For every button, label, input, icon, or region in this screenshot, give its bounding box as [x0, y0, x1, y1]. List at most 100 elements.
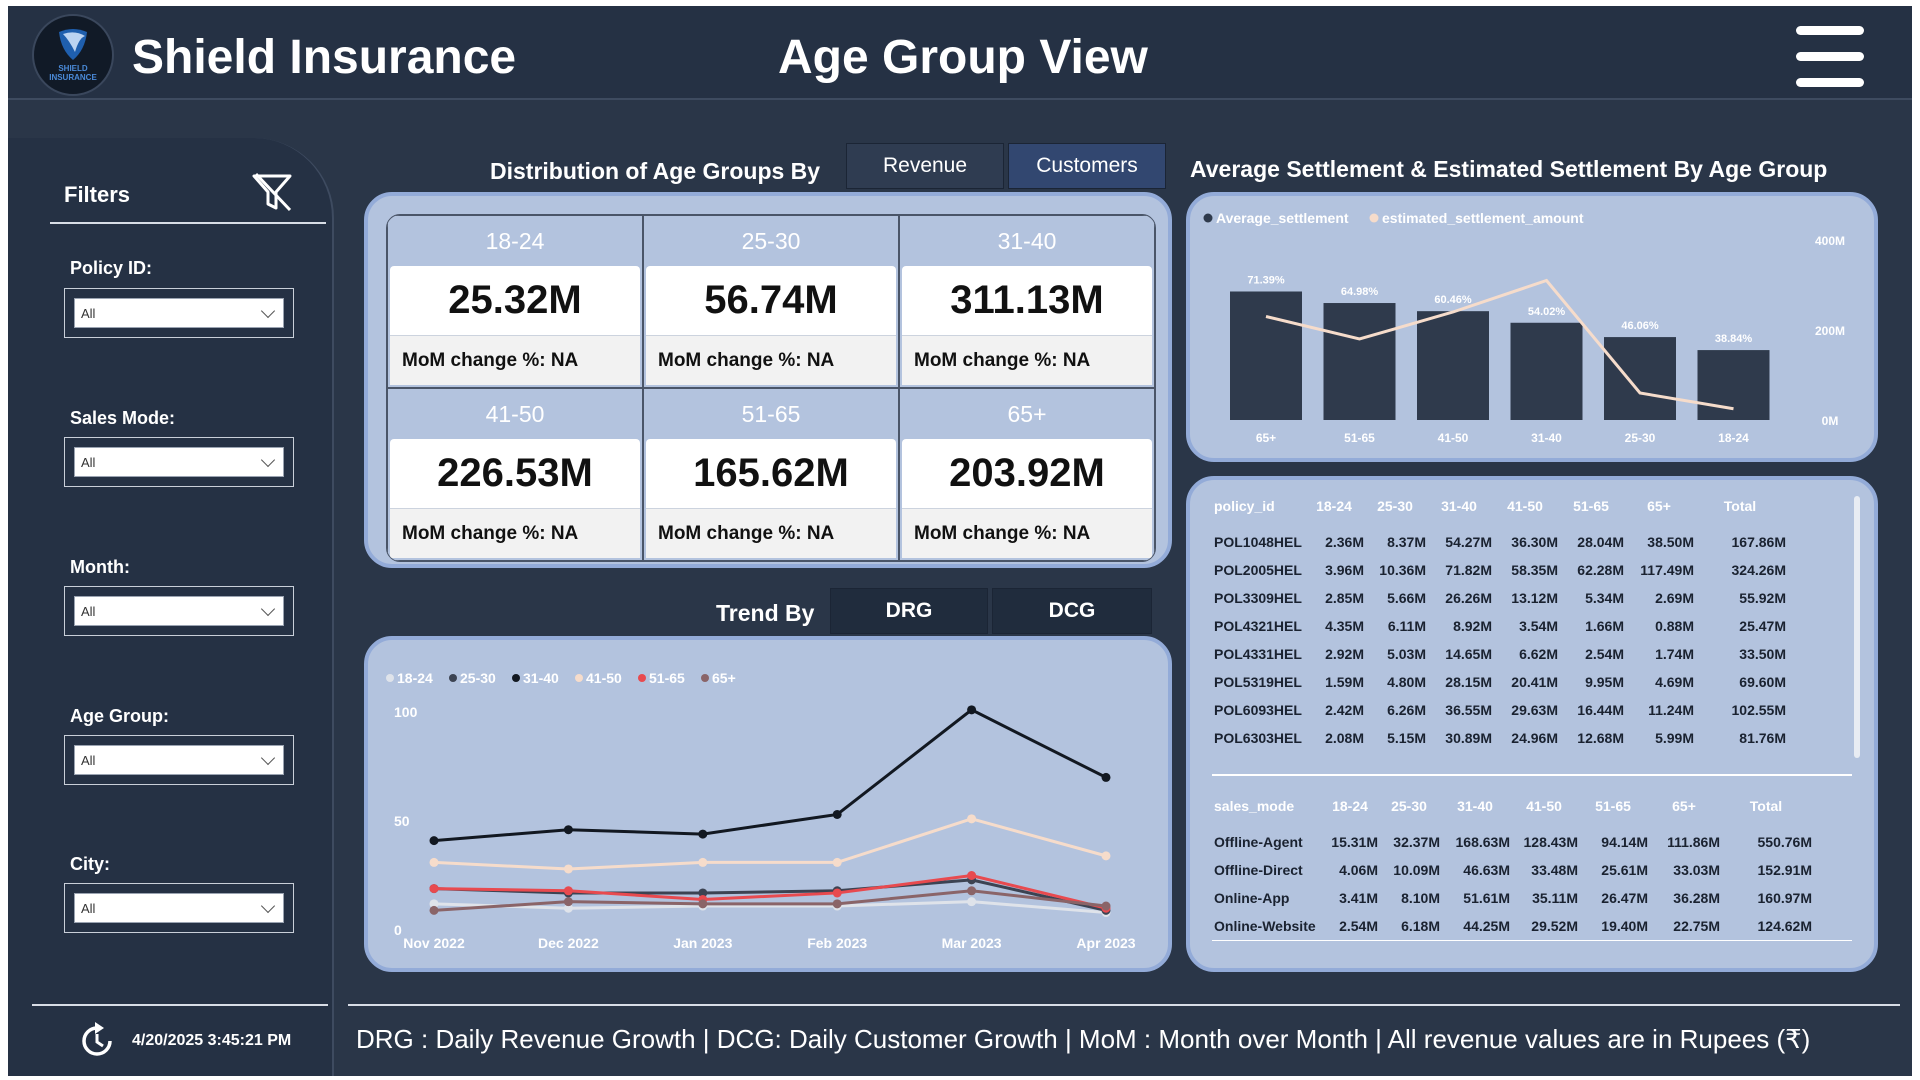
filter-label-age-group: Age Group:: [70, 706, 169, 726]
bar: [1230, 291, 1302, 420]
column-header[interactable]: 31-40: [1457, 798, 1493, 814]
bar: [1697, 350, 1770, 420]
column-header[interactable]: 51-65: [1573, 498, 1609, 514]
column-header[interactable]: 18-24: [1316, 498, 1352, 514]
table-divider: [1212, 774, 1852, 776]
table-cell: POL5319HEL: [1214, 674, 1302, 690]
bar-data-label: 71.39%: [1247, 274, 1285, 286]
column-header[interactable]: policy_id: [1214, 498, 1275, 514]
column-header[interactable]: Total: [1723, 498, 1757, 514]
bar: [1510, 322, 1583, 420]
dropdown-value: All: [81, 305, 96, 321]
age-group-dropdown[interactable]: All: [74, 745, 284, 775]
filter-label-city: City:: [70, 854, 110, 874]
column-header[interactable]: 51-65: [1595, 798, 1631, 814]
data-point: [698, 829, 708, 839]
table-cell: 33.48M: [1531, 862, 1578, 878]
sales-mode-dropdown[interactable]: All: [74, 447, 284, 477]
table-cell: 36.28M: [1673, 890, 1720, 906]
table-cell: 167.86M: [1731, 534, 1786, 550]
table-cell: 550.76M: [1757, 834, 1812, 850]
table-row[interactable]: Online-App 3.41M 8.10M 51.61M 35.11M 26.47M 36…: [1214, 884, 1812, 912]
age-card-label: 51-65: [741, 400, 801, 427]
x-tick-label: 25-30: [1625, 431, 1656, 445]
table-cell: 152.91M: [1757, 862, 1812, 878]
policy-id-dropdown[interactable]: All: [74, 298, 284, 328]
brand-name: Shield Insurance: [132, 31, 517, 84]
table-row[interactable]: POL3309HEL 2.85M 5.66M 26.26M 13.12M 5.34M 2.6…: [1214, 584, 1786, 612]
tab-dcg[interactable]: DCG: [992, 588, 1152, 634]
table-row[interactable]: POL1048HEL 2.36M 8.37M 54.27M 36.30M 28.04M 38…: [1214, 528, 1786, 556]
age-card-value: 311.13M: [902, 266, 1152, 336]
table-scrollbar[interactable]: [1854, 496, 1860, 758]
table-row[interactable]: Offline-Agent 15.31M 32.37M 168.63M 128.43M 9…: [1214, 828, 1812, 856]
dropdown-value: All: [81, 603, 96, 619]
table-row[interactable]: Online-Website 2.54M 6.18M 44.25M 29.52M 19.4…: [1214, 912, 1812, 940]
x-tick-label: 65+: [1256, 431, 1276, 445]
legend-marker: [638, 674, 646, 682]
age-card-label: 41-50: [485, 400, 545, 427]
table-cell: 4.35M: [1325, 618, 1364, 634]
data-point: [698, 888, 708, 898]
data-point: [967, 886, 977, 896]
table-cell: 4.69M: [1655, 674, 1694, 690]
tab-revenue[interactable]: Revenue: [846, 143, 1004, 189]
table-header-row: sales_mode 18-24 25-30 31-40 41-50 51-65 65+ To…: [1214, 792, 1812, 820]
y-tick-label: 50: [394, 813, 410, 829]
column-header[interactable]: 65+: [1647, 498, 1671, 514]
data-point: [429, 836, 439, 846]
column-header[interactable]: 25-30: [1391, 798, 1427, 814]
table-row[interactable]: POL4321HEL 4.35M 6.11M 8.92M 3.54M 1.66M 0.88M…: [1214, 612, 1786, 640]
filter-label-sales-mode: Sales Mode:: [70, 408, 176, 428]
column-header[interactable]: 18-24: [1332, 798, 1368, 814]
refresh-icon[interactable]: [76, 1020, 118, 1062]
month-dropdown[interactable]: All: [74, 596, 284, 626]
data-point: [429, 899, 439, 909]
table-row[interactable]: Offline-Direct 4.06M 10.09M 46.63M 33.48M 25.…: [1214, 856, 1812, 884]
filter-policy-id: All: [64, 288, 294, 338]
age-card-label: 31-40: [997, 227, 1057, 254]
column-header[interactable]: 25-30: [1377, 498, 1413, 514]
tab-drg[interactable]: DRG: [830, 588, 988, 634]
x-tick-label: 41-50: [1438, 431, 1469, 445]
data-point: [967, 705, 977, 715]
column-header[interactable]: Total: [1749, 798, 1783, 814]
table-row[interactable]: POL2005HEL 3.96M 10.36M 71.82M 58.35M 62.28M 1…: [1214, 556, 1786, 584]
series-line: [433, 708, 1107, 843]
column-header[interactable]: 65+: [1672, 798, 1696, 814]
column-header[interactable]: 41-50: [1507, 498, 1543, 514]
chevron-down-icon: [260, 750, 276, 765]
filter-clear-icon[interactable]: [248, 168, 296, 216]
legend-label: 25-30: [460, 670, 496, 686]
table-cell: 5.66M: [1387, 590, 1426, 606]
data-point: [832, 888, 842, 898]
settlement-panel: Average_settlement estimated_settlement_a…: [1186, 192, 1878, 462]
table-cell: 20.41M: [1511, 674, 1558, 690]
data-point: [563, 897, 573, 907]
table-cell: 25.61M: [1601, 862, 1648, 878]
age-card-mom: MoM change %: NA: [902, 336, 1152, 385]
footer-divider: [348, 1004, 1900, 1006]
table-row[interactable]: POL6093HEL 2.42M 6.26M 36.55M 29.63M 16.44M 11…: [1214, 696, 1786, 724]
table-row[interactable]: POL6303HEL 2.08M 5.15M 30.89M 24.96M 12.68M 5.…: [1214, 724, 1786, 752]
table-cell: 13.12M: [1511, 590, 1558, 606]
column-header[interactable]: 41-50: [1526, 798, 1562, 814]
hamburger-menu-icon[interactable]: [1796, 26, 1864, 88]
table-cell: 160.97M: [1757, 890, 1812, 906]
series-line: [433, 900, 1107, 915]
city-dropdown[interactable]: All: [74, 893, 284, 923]
age-card-51-65: 51-65 165.62M MoM change %: NA: [643, 388, 899, 561]
column-header[interactable]: 31-40: [1441, 498, 1477, 514]
distribution-title: Distribution of Age Groups By: [490, 158, 821, 184]
bar: [1323, 303, 1396, 420]
column-header[interactable]: sales_mode: [1214, 798, 1295, 814]
table-row[interactable]: POL4331HEL 2.92M 5.03M 14.65M 6.62M 2.54M 1.74…: [1214, 640, 1786, 668]
bar-data-label: 46.06%: [1621, 320, 1659, 332]
tab-customers[interactable]: Customers: [1008, 143, 1166, 189]
bar-data-label: 54.02%: [1528, 306, 1566, 318]
age-card-label: 65+: [1007, 400, 1047, 427]
table-cell: 55.92M: [1739, 590, 1786, 606]
bar-data-label: 38.84%: [1715, 333, 1753, 345]
y-tick-label: 200M: [1815, 324, 1845, 338]
table-row[interactable]: POL5319HEL 1.59M 4.80M 28.15M 20.41M 9.95M 4.6…: [1214, 668, 1786, 696]
